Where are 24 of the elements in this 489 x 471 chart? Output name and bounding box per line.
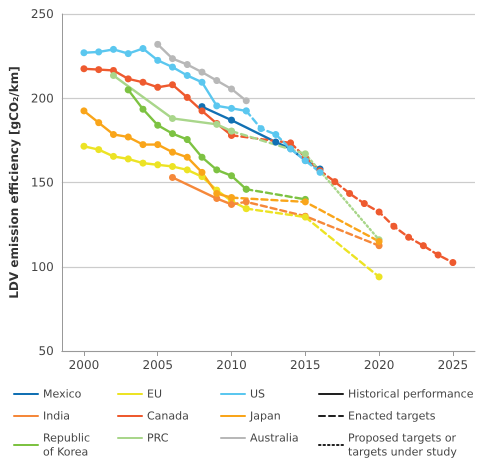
x-tick-label: 2020 — [364, 358, 394, 372]
y-tick-label: 200 — [30, 91, 54, 106]
legend-label: Republic of Korea — [43, 432, 94, 458]
x-tick-label: 2005 — [142, 358, 173, 372]
legend-label: Enacted targets — [348, 410, 436, 422]
legend-label: Mexico — [43, 388, 82, 400]
y-tick-label: 150 — [30, 176, 54, 190]
x-tick-label: 2010 — [216, 358, 247, 372]
x-tick-label: 2000 — [68, 358, 100, 372]
y-axis-title: LDV emission efficiency [gCO₂/km] — [7, 66, 21, 299]
legend-label: US — [250, 388, 266, 400]
legend-label: Japan — [249, 410, 281, 422]
y-tick-label: 100 — [30, 260, 54, 274]
legend-label: Australia — [250, 432, 299, 444]
legend-label: India — [43, 410, 70, 422]
legend-label: Historical performance — [348, 388, 474, 400]
legend-label: EU — [147, 388, 162, 400]
x-tick-label: 2015 — [290, 358, 321, 372]
legend-label: Canada — [147, 410, 189, 422]
legend-label: Proposed targets or targets under study — [348, 432, 460, 458]
x-tick-label: 2025 — [438, 358, 468, 372]
y-tick-label: 50 — [38, 344, 54, 358]
legend-label: PRC — [147, 432, 169, 444]
y-tick-label: 250 — [30, 7, 54, 21]
